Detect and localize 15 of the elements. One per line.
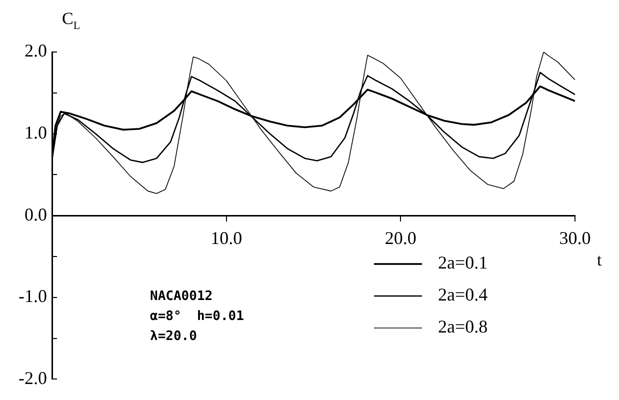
x-tick-label: 30.0 bbox=[559, 228, 591, 248]
y-tick-label: 2.0 bbox=[24, 40, 47, 61]
y-tick-label: 1.0 bbox=[24, 122, 47, 143]
annotation: α=8° h=0.01 bbox=[150, 309, 244, 324]
legend-label: 2a=0.1 bbox=[438, 252, 488, 273]
x-axis-title: t bbox=[597, 250, 602, 270]
x-tick-label: 10.0 bbox=[210, 228, 242, 248]
legend-label: 2a=0.4 bbox=[438, 284, 488, 305]
x-tick-label: 20.0 bbox=[384, 228, 416, 248]
y-tick-label: -1.0 bbox=[18, 286, 47, 306]
y-tick-label: -2.0 bbox=[18, 368, 47, 388]
annotation: NACA0012 bbox=[150, 289, 213, 304]
annotation: λ=20.0 bbox=[150, 329, 198, 344]
legend-label: 2a=0.8 bbox=[438, 316, 488, 337]
y-tick-label: 0.0 bbox=[24, 204, 47, 224]
